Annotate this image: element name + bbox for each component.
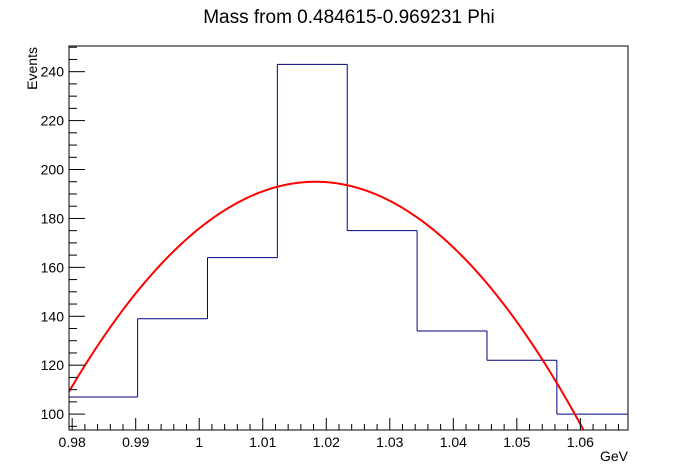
histogram-bin [346, 64, 418, 232]
fit-line [69, 180, 585, 430]
histogram [69, 63, 628, 415]
plot-frame [68, 45, 629, 431]
histogram-bin [556, 360, 628, 415]
chart-title: Mass from 0.484615-0.969231 Phi [203, 7, 495, 28]
histogram-bin [137, 318, 208, 397]
y-tick-label: 140 [41, 308, 65, 324]
y-tick-label: 120 [41, 357, 65, 373]
x-tick-label: 0.99 [122, 434, 149, 450]
x-tick-label: 1.06 [567, 434, 594, 450]
y-tick-label: 180 [41, 210, 65, 226]
x-axis-label: GeV [600, 448, 629, 464]
y-axis-label: Events [24, 47, 40, 90]
x-tick-label: 1.01 [249, 434, 276, 450]
histogram-bin [206, 257, 278, 319]
x-tick-label: 1.04 [440, 434, 467, 450]
y-tick-label: 220 [41, 113, 65, 129]
plot-area [68, 45, 629, 431]
y-tick-label: 240 [41, 64, 65, 80]
histogram-bin [486, 330, 557, 361]
x-tick-label: 1.05 [503, 434, 530, 450]
x-tick-label: 1.02 [313, 434, 340, 450]
x-tick-label: 0.98 [59, 434, 86, 450]
x-tick-label: 1.03 [376, 434, 403, 450]
y-tick-label: 100 [41, 406, 65, 422]
histogram-bin [416, 230, 487, 332]
y-tick-label: 200 [41, 162, 65, 178]
axes: 0.98 0.99 1 1.01 1.02 1.03 1.04 1.05 1.06 100 120 1… [41, 46, 619, 450]
fit-curve [69, 180, 585, 430]
y-tick-label: 160 [41, 259, 65, 275]
x-tick-label: 1 [195, 434, 203, 450]
histogram-bin [276, 63, 348, 258]
